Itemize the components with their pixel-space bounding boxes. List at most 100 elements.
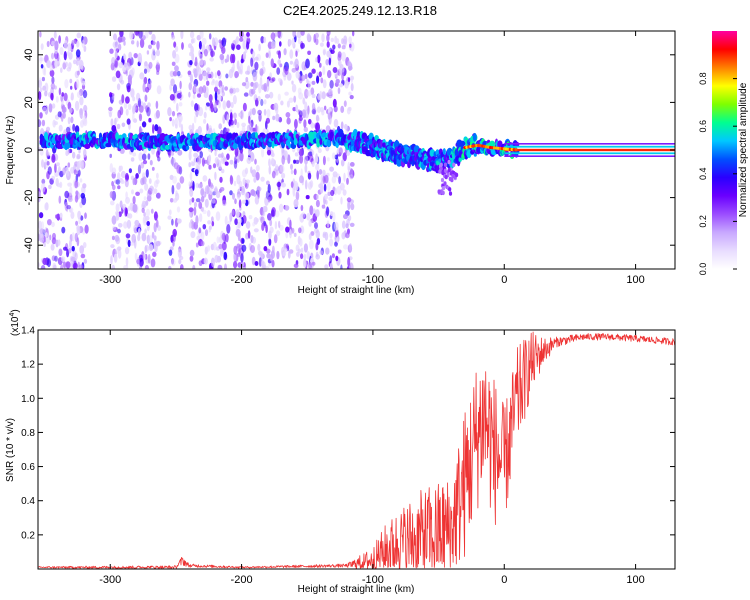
noise-cell — [303, 119, 307, 129]
noise-cell — [109, 191, 114, 199]
noise-cell — [208, 164, 212, 170]
noise-cell — [45, 149, 49, 159]
noise-cell — [139, 188, 144, 194]
noise-cell — [67, 43, 72, 52]
noise-cell — [62, 261, 67, 269]
noise-cell — [236, 194, 241, 200]
noise-cell — [263, 108, 267, 116]
noise-cell — [316, 106, 321, 113]
snr-x-axis-label: Height of straight line (km) — [298, 584, 415, 595]
noise-cell — [144, 86, 150, 93]
signal-cell — [447, 159, 451, 165]
noise-cell — [170, 159, 173, 165]
noise-cell — [145, 200, 149, 206]
noise-cell — [349, 168, 354, 176]
noise-cell — [110, 200, 115, 206]
noise-cell — [58, 195, 62, 204]
noise-cell — [111, 235, 115, 241]
noise-cell — [315, 242, 319, 251]
noise-cell — [325, 247, 330, 255]
noise-cell — [197, 183, 203, 189]
noise-cell — [269, 91, 274, 99]
noise-cell — [303, 253, 307, 261]
noise-cell — [314, 228, 319, 234]
noise-cell — [137, 61, 141, 67]
noise-cell — [331, 253, 335, 259]
noise-cell — [221, 46, 226, 54]
x-tick-label: 100 — [626, 274, 644, 286]
noise-cell — [192, 181, 195, 191]
noise-cell — [193, 201, 198, 208]
noise-cell — [342, 152, 347, 162]
noise-cell — [265, 265, 270, 269]
noise-cell — [231, 209, 235, 216]
noise-cell — [264, 196, 269, 207]
noise-cell — [289, 229, 292, 239]
noise-cell — [115, 70, 121, 79]
noise-cell — [234, 218, 238, 226]
noise-cell — [291, 83, 297, 93]
signal-cell — [440, 177, 445, 183]
noise-cell — [138, 56, 142, 64]
noise-cell — [337, 43, 341, 49]
noise-cell — [270, 41, 276, 49]
noise-cell — [132, 104, 137, 112]
noise-cell — [341, 51, 347, 62]
noise-cell — [315, 163, 320, 171]
noise-cell — [309, 239, 314, 250]
noise-cell — [149, 159, 153, 166]
noise-cell — [315, 251, 319, 257]
noise-cell — [247, 230, 251, 239]
noise-cell — [300, 204, 304, 212]
carrier-band — [504, 148, 675, 152]
noise-cell — [304, 179, 308, 190]
noise-cell — [250, 235, 254, 244]
noise-cell — [238, 112, 242, 117]
noise-cell — [348, 65, 353, 71]
noise-cell — [120, 170, 126, 179]
noise-cell — [349, 162, 355, 167]
noise-cell — [49, 64, 54, 72]
noise-cell — [315, 199, 320, 208]
noise-cell — [251, 107, 256, 116]
noise-cell — [254, 261, 259, 266]
noise-cell — [306, 90, 312, 97]
noise-cell — [127, 239, 131, 248]
noise-cell — [171, 34, 176, 40]
noise-cell — [327, 70, 332, 79]
noise-cell — [144, 183, 149, 191]
noise-cell — [229, 190, 233, 196]
noise-cell — [49, 178, 54, 185]
noise-cell — [331, 175, 337, 184]
noise-cell — [65, 61, 68, 68]
noise-cell — [171, 218, 174, 226]
noise-cell — [194, 169, 199, 175]
noise-cell — [327, 191, 331, 196]
noise-cell — [177, 149, 183, 156]
noise-cell — [113, 253, 118, 263]
noise-cell — [347, 256, 351, 267]
noise-cell — [255, 164, 260, 172]
noise-cell — [112, 226, 118, 233]
noise-cell — [340, 159, 345, 167]
noise-cell — [153, 235, 157, 241]
noise-cell — [142, 160, 148, 165]
noise-cell — [171, 110, 176, 117]
noise-cell — [326, 31, 331, 36]
noise-cell — [79, 59, 84, 70]
noise-cell — [219, 53, 225, 61]
noise-cell — [309, 205, 314, 216]
noise-cell — [232, 192, 235, 200]
noise-cell — [211, 199, 216, 204]
spectrogram-y-ticks: -40 -20 0 20 40 — [23, 49, 675, 253]
noise-cell — [333, 221, 339, 231]
noise-cell — [129, 202, 133, 210]
noise-cell — [40, 64, 44, 69]
noise-cell — [112, 184, 116, 191]
noise-cell — [42, 257, 48, 266]
spectrogram-cells — [38, 31, 675, 269]
noise-cell — [266, 248, 271, 254]
noise-cell — [63, 39, 68, 50]
noise-cell — [308, 219, 312, 227]
